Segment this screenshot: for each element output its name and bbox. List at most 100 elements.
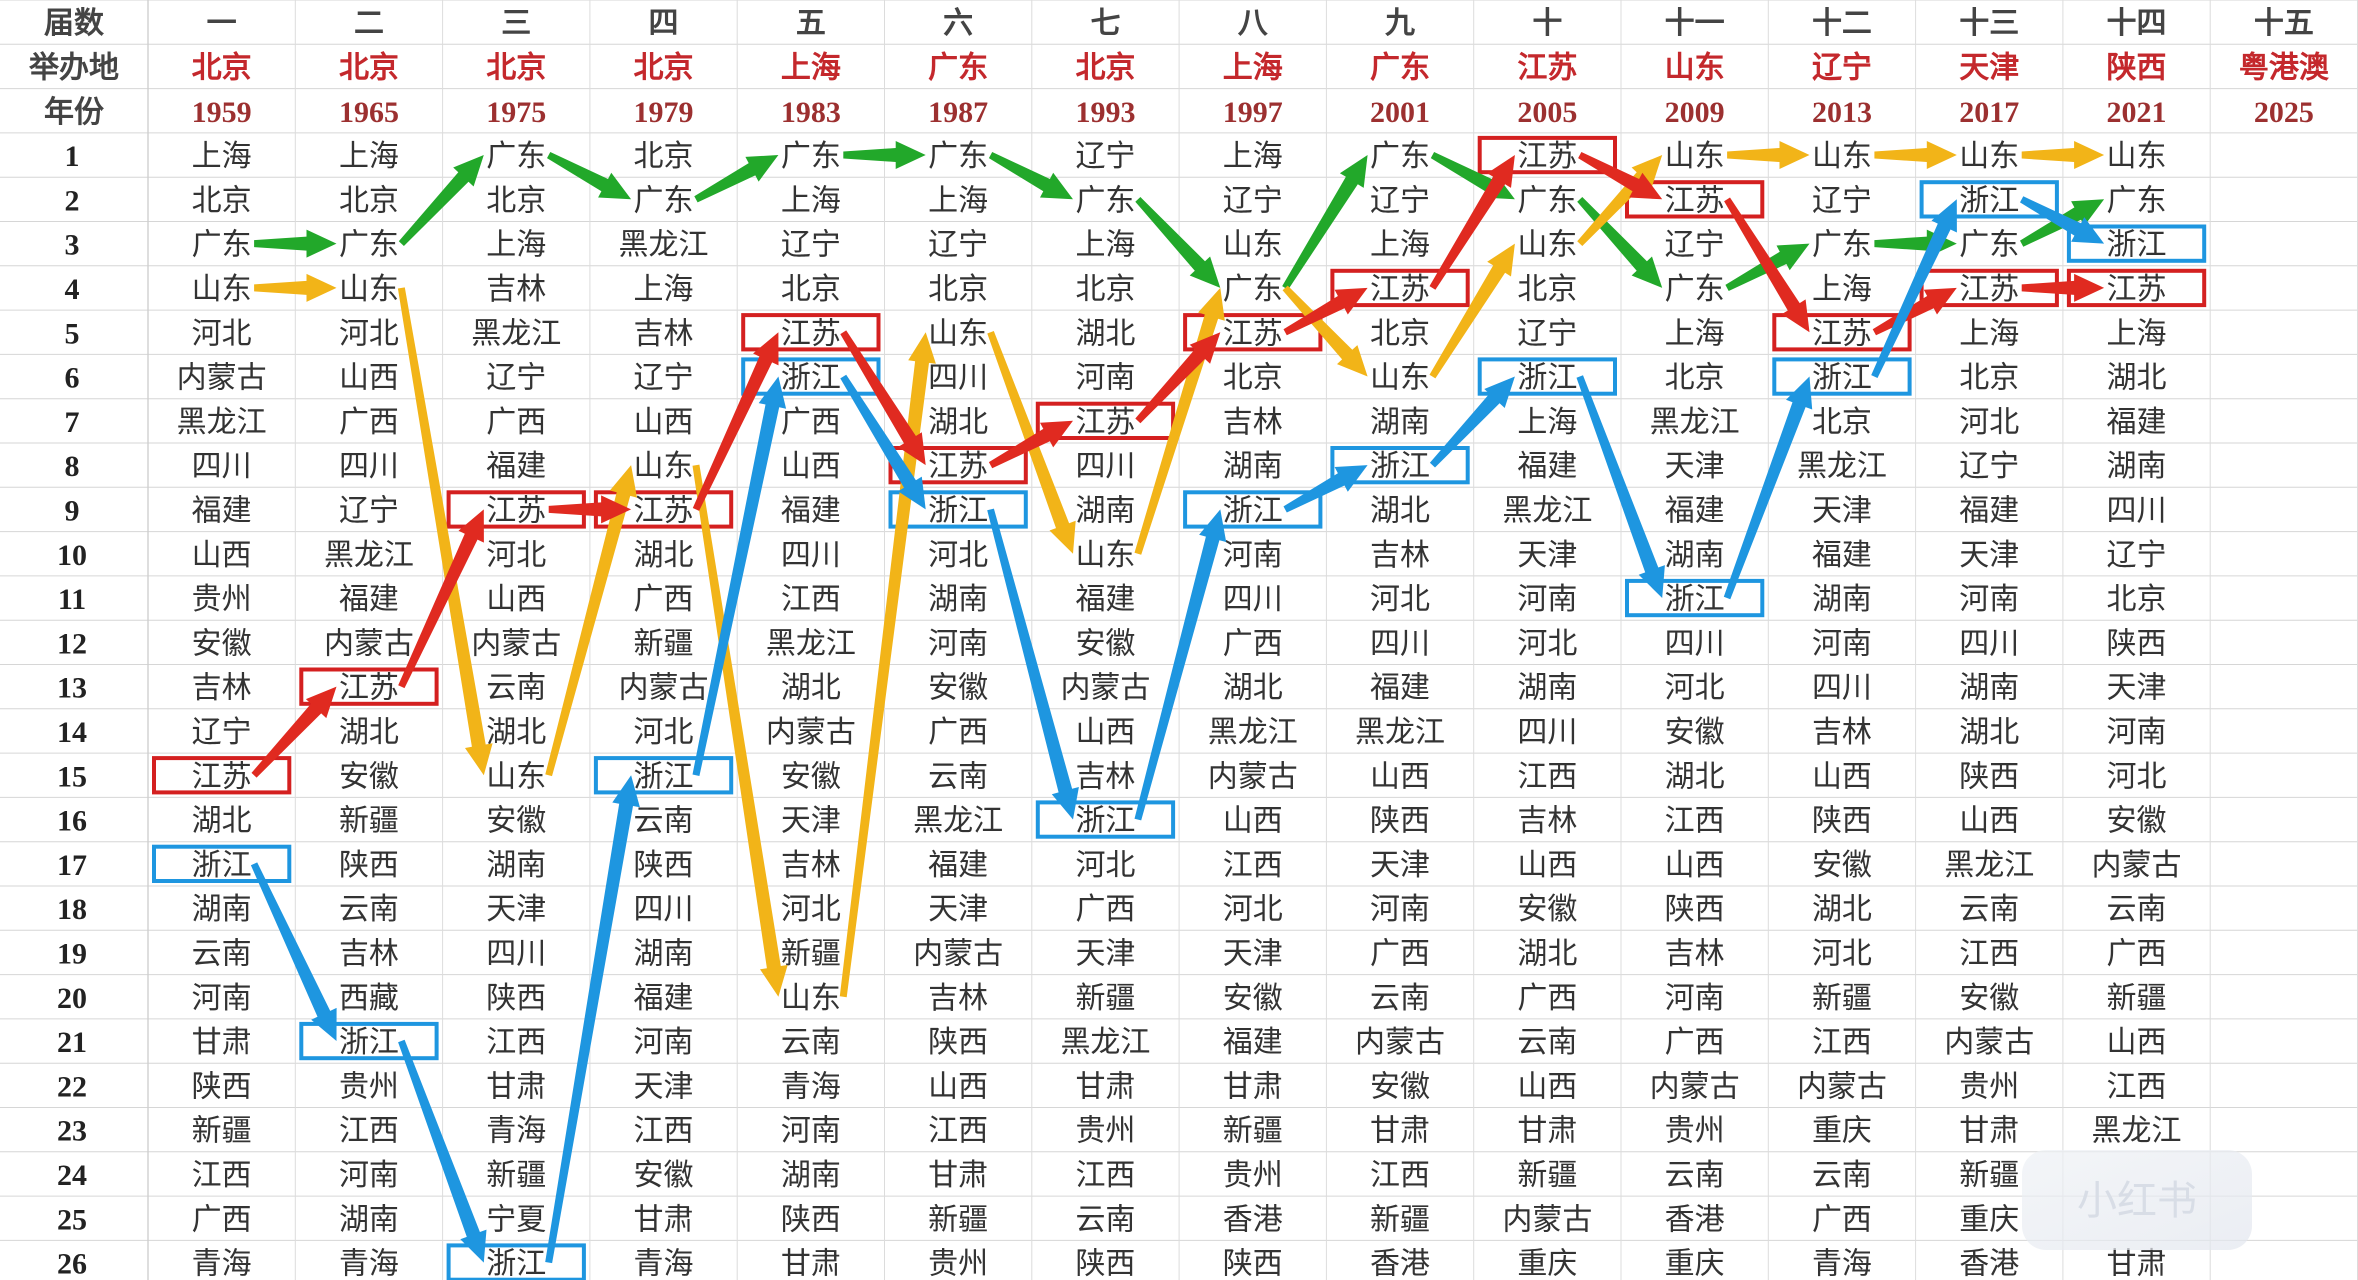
host-label: 北京 bbox=[339, 50, 399, 85]
province-cell: 贵州 bbox=[1959, 1069, 2019, 1104]
province-cell: 贵州 bbox=[1665, 1114, 1725, 1149]
province-cell: 新疆 bbox=[634, 626, 694, 661]
province-cell: 甘肃 bbox=[634, 1202, 694, 1237]
province-cell: 湖北 bbox=[2107, 361, 2167, 396]
province-cell: 吉林 bbox=[1370, 538, 1430, 573]
province-cell: 湖南 bbox=[1075, 493, 1135, 528]
province-cell: 新疆 bbox=[2107, 981, 2167, 1016]
province-cell: 内蒙古 bbox=[913, 936, 1003, 971]
province-cell: 云南 bbox=[1959, 892, 2019, 927]
province-cell: 甘肃 bbox=[1517, 1114, 1577, 1149]
year-label: 2009 bbox=[1665, 96, 1725, 129]
province-cell: 吉林 bbox=[1517, 804, 1577, 839]
province-cell: 陕西 bbox=[339, 848, 399, 883]
province-cell: 四川 bbox=[781, 538, 841, 573]
province-cell: 内蒙古 bbox=[1797, 1069, 1887, 1104]
year-label: 1983 bbox=[781, 96, 841, 129]
province-cell: 广东 bbox=[2107, 183, 2167, 218]
province-cell: 青海 bbox=[339, 1247, 399, 1280]
province-cell: 北京 bbox=[634, 139, 694, 174]
province-cell: 河南 bbox=[1075, 361, 1135, 396]
province-cell: 湖北 bbox=[634, 538, 694, 573]
province-cell: 吉林 bbox=[1075, 759, 1135, 794]
province-cell: 辽宁 bbox=[1075, 139, 1135, 174]
zhejiang-trend-arrow bbox=[1576, 375, 1665, 598]
province-cell: 广西 bbox=[634, 582, 694, 617]
province-cell: 新疆 bbox=[1812, 981, 1872, 1016]
province-cell: 黑龙江 bbox=[2092, 1114, 2182, 1149]
province-cell: 吉林 bbox=[781, 848, 841, 883]
province-cell: 甘肃 bbox=[1223, 1069, 1283, 1104]
province-cell: 山西 bbox=[634, 405, 694, 440]
host-label: 北京 bbox=[486, 50, 546, 85]
zhejiang-highlight-box bbox=[1772, 357, 1912, 396]
zhejiang-trend-arrow bbox=[692, 376, 787, 776]
province-cell: 黑龙江 bbox=[766, 626, 856, 661]
province-cell: 北京 bbox=[1370, 316, 1430, 351]
province-cell: 湖北 bbox=[192, 804, 252, 839]
host-label: 江苏 bbox=[1517, 50, 1577, 85]
province-cell: 辽宁 bbox=[339, 493, 399, 528]
province-cell: 江苏 bbox=[634, 493, 694, 528]
jiangsu-trend-arrow bbox=[548, 495, 632, 524]
year-label: 1979 bbox=[634, 96, 694, 129]
province-cell: 河北 bbox=[192, 316, 252, 351]
province-cell: 安徽 bbox=[1223, 981, 1283, 1016]
province-cell: 安徽 bbox=[1959, 981, 2019, 1016]
province-cell: 广西 bbox=[1223, 626, 1283, 661]
province-cell: 江苏 bbox=[1370, 272, 1430, 307]
session-label: 六 bbox=[943, 6, 973, 41]
province-cell: 贵州 bbox=[928, 1247, 988, 1280]
rank-number: 4 bbox=[65, 273, 80, 306]
province-cell: 福建 bbox=[1075, 582, 1135, 617]
province-cell: 陕西 bbox=[928, 1025, 988, 1060]
province-cell: 新疆 bbox=[1075, 981, 1135, 1016]
zhejiang-highlight-box bbox=[1919, 180, 2059, 219]
host-label: 辽宁 bbox=[1812, 50, 1872, 85]
province-cell: 内蒙古 bbox=[471, 626, 561, 661]
province-cell: 陕西 bbox=[486, 981, 546, 1016]
province-cell: 上海 bbox=[634, 272, 694, 307]
province-cell: 山西 bbox=[1223, 804, 1283, 839]
header-label-session: 届数 bbox=[44, 6, 105, 41]
session-label: 十五 bbox=[2254, 6, 2314, 41]
host-label: 天津 bbox=[1959, 50, 2019, 85]
province-cell: 北京 bbox=[2107, 582, 2167, 617]
province-cell: 天津 bbox=[1075, 936, 1135, 971]
jiangsu-trend-arrow bbox=[1724, 197, 1810, 333]
province-cell: 黑龙江 bbox=[1944, 848, 2034, 883]
rank-number: 8 bbox=[65, 450, 80, 483]
province-cell: 山西 bbox=[928, 1069, 988, 1104]
province-cell: 新疆 bbox=[781, 936, 841, 971]
province-cell: 天津 bbox=[1959, 538, 2019, 573]
province-cell: 辽宁 bbox=[1812, 183, 1872, 218]
province-cell: 吉林 bbox=[634, 316, 694, 351]
province-cell: 黑龙江 bbox=[1650, 405, 1740, 440]
province-cell: 辽宁 bbox=[192, 715, 252, 750]
watermark-text: 小红书 bbox=[2077, 1178, 2197, 1224]
province-cell: 江苏 bbox=[339, 671, 399, 706]
province-cell: 广东 bbox=[1959, 228, 2019, 263]
jiangsu-highlight-box bbox=[888, 446, 1028, 485]
province-cell: 河北 bbox=[2107, 759, 2167, 794]
province-cell: 陕西 bbox=[634, 848, 694, 883]
province-cell: 安徽 bbox=[781, 759, 841, 794]
zhejiang-trend-arrow bbox=[2020, 196, 2105, 244]
province-cell: 吉林 bbox=[928, 981, 988, 1016]
province-cell: 河北 bbox=[634, 715, 694, 750]
province-cell: 内蒙古 bbox=[324, 626, 414, 661]
province-cell: 四川 bbox=[1517, 715, 1577, 750]
province-cell: 云南 bbox=[781, 1025, 841, 1060]
province-cell: 辽宁 bbox=[2107, 538, 2167, 573]
session-label: 七 bbox=[1090, 6, 1120, 41]
zhejiang-trend-arrow bbox=[1429, 376, 1515, 468]
jiangsu-trend-arrow bbox=[1135, 332, 1221, 424]
rank-number: 7 bbox=[65, 406, 80, 439]
province-cell: 广东 bbox=[1517, 183, 1577, 218]
year-label: 2013 bbox=[1812, 96, 1872, 129]
province-cell: 广西 bbox=[1812, 1202, 1872, 1237]
province-cell: 广东 bbox=[192, 228, 252, 263]
rank-number: 17 bbox=[57, 849, 87, 882]
province-cell: 河南 bbox=[339, 1158, 399, 1193]
zhejiang-highlight-box bbox=[152, 844, 292, 884]
